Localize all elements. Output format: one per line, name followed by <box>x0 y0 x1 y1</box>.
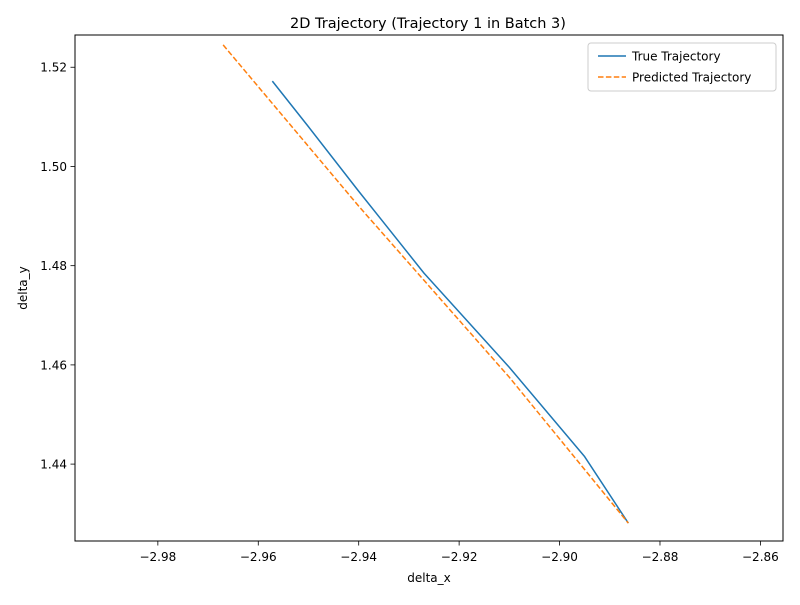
x-axis-label: delta_x <box>407 571 451 585</box>
legend-label-predicted-trajectory: Predicted Trajectory <box>632 71 751 85</box>
x-tick-label: −2.96 <box>240 550 277 564</box>
series-line-true-trajectory <box>271 80 629 524</box>
series-line-predicted-trajectory <box>222 44 629 524</box>
x-tick-label: −2.86 <box>742 550 779 564</box>
y-tick-label: 1.46 <box>40 358 67 372</box>
plot-area <box>222 44 629 524</box>
legend-label-true-trajectory: True Trajectory <box>631 50 721 64</box>
y-tick-label: 1.52 <box>40 61 67 75</box>
x-tick-label: −2.92 <box>441 550 478 564</box>
legend: True Trajectory Predicted Trajectory <box>587 42 777 92</box>
x-tick-label: −2.98 <box>139 550 176 564</box>
y-tick-label: 1.50 <box>40 160 67 174</box>
plot-frame <box>74 34 784 542</box>
y-tick-label: 1.44 <box>40 458 67 472</box>
x-tick-label: −2.90 <box>541 550 578 564</box>
chart-title: 2D Trajectory (Trajectory 1 in Batch 3) <box>290 16 566 32</box>
axis-ticks: −2.98 −2.96 −2.94 −2.92 −2.90 −2.88 −2.86 1.44 1… <box>40 61 779 564</box>
y-tick-label: 1.48 <box>40 259 67 273</box>
x-tick-label: −2.94 <box>340 550 377 564</box>
y-axis-label: delta_y <box>16 266 30 310</box>
legend-box <box>587 42 777 92</box>
x-tick-label: −2.88 <box>642 550 679 564</box>
